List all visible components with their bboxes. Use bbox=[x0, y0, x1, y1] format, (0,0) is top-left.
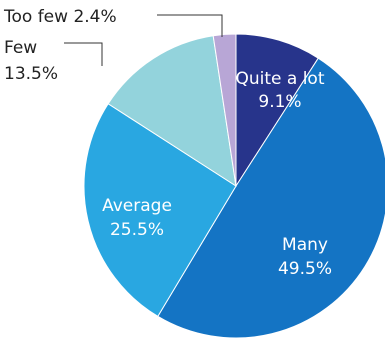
pie-slice-few bbox=[107, 35, 237, 188]
pie-slice-many bbox=[157, 57, 385, 339]
pie-slice-too-few bbox=[212, 33, 237, 187]
slice-value-quite-a-lot: 9.1% bbox=[258, 92, 301, 112]
slice-value-few: 13.5% bbox=[4, 64, 58, 84]
leader-line-few bbox=[64, 42, 103, 66]
slice-value-too-few: 2.4% bbox=[73, 7, 116, 27]
slice-label-many: Many bbox=[282, 235, 328, 255]
pie-slices bbox=[83, 33, 385, 339]
slice-labels: Quite a lot 9.1% Many 49.5% Average 25.5% Few 1… bbox=[3, 7, 332, 279]
pie-slice-quite-a-lot bbox=[235, 33, 319, 188]
slice-value-many: 49.5% bbox=[278, 259, 332, 279]
slice-value-average: 25.5% bbox=[110, 220, 164, 240]
slice-label-quite-a-lot: Quite a lot bbox=[235, 69, 324, 89]
slice-label-few: Few bbox=[4, 38, 37, 58]
slice-label-text-too-few: Too few bbox=[3, 7, 73, 27]
slice-label-average: Average bbox=[102, 196, 172, 216]
leader-lines bbox=[64, 14, 223, 66]
leader-line-too-few bbox=[157, 14, 223, 37]
pie-slice-average bbox=[83, 103, 237, 318]
slice-label-too-few: Too few 2.4% bbox=[3, 7, 117, 27]
